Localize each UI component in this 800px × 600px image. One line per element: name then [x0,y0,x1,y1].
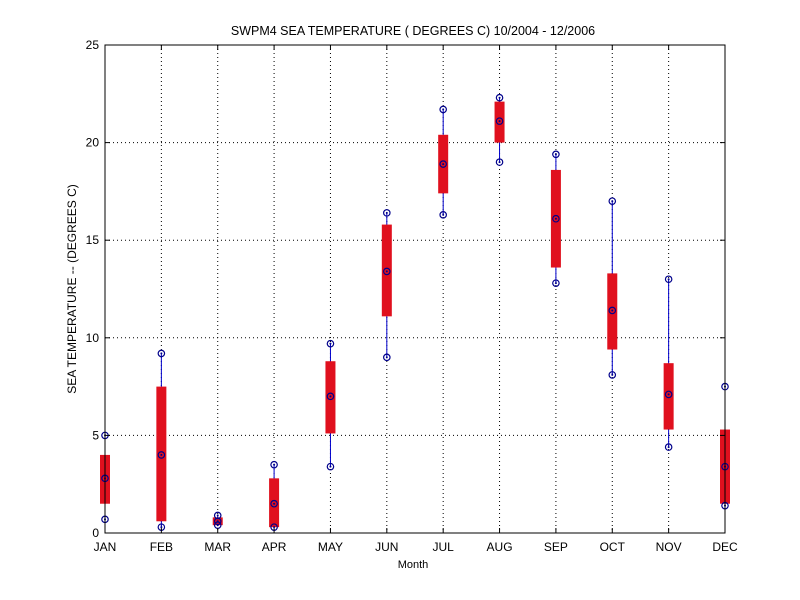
min-marker [383,353,391,362]
min-marker-dot [554,282,557,285]
y-tick-label: 5 [92,428,99,442]
box-nov [663,275,674,451]
box-jul [438,105,449,219]
chart-title: SWPM4 SEA TEMPERATURE ( DEGREES C) 10/20… [231,24,595,38]
median-marker-dot [329,395,332,398]
plot-frame [104,44,726,534]
box-oct [607,197,618,379]
min-marker-dot [498,161,501,164]
median-marker-dot [611,309,614,312]
x-tick-label: DEC [712,540,738,554]
max-marker-dot [160,352,163,355]
max-marker-dot [498,96,501,99]
y-tick-label: 25 [86,38,100,52]
min-marker [439,211,447,219]
max-marker [213,511,222,520]
box-may [325,339,336,471]
median-marker [495,117,504,125]
axis-ticks: JAN FEB MAR APR MAY JUN JUL AUG SEP OCT NOV DEC 0 5 10… [86,38,738,554]
max-marker [495,93,504,102]
max-marker [326,339,335,348]
median-marker [552,214,560,223]
max-marker-dot [667,278,670,281]
min-marker-dot [329,465,332,468]
median-marker [439,160,447,168]
max-marker-dot [273,463,276,466]
x-tick-label: MAY [318,540,343,554]
max-marker-dot [442,108,445,111]
max-marker-dot [554,153,557,156]
y-axis-label: SEA TEMPERATURE -- (DEGREES C) [65,184,79,394]
min-marker-dot [273,526,276,529]
median-marker-dot [160,453,163,456]
min-marker-dot [667,446,670,449]
x-tick-label: MAR [204,540,231,554]
max-marker [270,460,278,469]
median-marker-dot [554,217,557,220]
max-marker-dot [216,514,219,517]
median-marker-dot [442,163,445,166]
max-marker-dot [611,200,614,203]
x-tick-label: OCT [600,540,626,554]
x-tick-label: FEB [150,540,173,554]
min-marker-dot [160,526,163,529]
y-tick-label: 10 [86,331,100,345]
x-tick-label: JUN [375,540,398,554]
y-tick-label: 0 [92,526,99,540]
x-tick-label: JAN [94,540,117,554]
plot-background [105,45,725,533]
box-jun [381,209,392,362]
max-marker [664,275,673,284]
median-marker-dot [273,502,276,505]
y-tick-label: 15 [86,233,100,247]
max-marker [383,209,391,217]
max-marker-dot [385,211,388,214]
box-sep [550,150,561,287]
x-tick-label: SEP [544,540,568,554]
max-marker [552,150,560,159]
max-marker-dot [329,342,332,345]
box-mar [212,511,223,529]
x-tick-label: AUG [487,540,513,554]
max-marker [439,105,447,114]
y-tick-label: 20 [86,136,100,150]
median-marker [326,392,335,401]
x-tick-label: NOV [656,540,682,554]
iqr-box [663,363,674,430]
median-marker [608,306,617,315]
min-marker [326,462,335,471]
min-marker [552,279,560,287]
median-marker-dot [385,270,388,273]
median-marker-dot [667,393,670,396]
min-marker [608,371,617,379]
min-marker-dot [385,356,388,359]
min-marker-dot [442,213,445,216]
box-aug [494,93,505,166]
x-axis-label: Month [398,559,429,571]
x-tick-label: JUL [433,540,455,554]
median-marker-dot [216,520,219,523]
median-marker [664,390,673,399]
median-marker [157,451,166,459]
max-marker [157,349,166,358]
box-apr [269,460,280,531]
median-marker [270,499,278,508]
median-marker [383,267,391,276]
max-marker [608,197,617,205]
min-marker [495,158,504,166]
x-tick-label: APR [262,540,287,554]
min-marker-dot [611,373,614,376]
median-marker-dot [498,120,501,123]
min-marker [664,443,673,451]
